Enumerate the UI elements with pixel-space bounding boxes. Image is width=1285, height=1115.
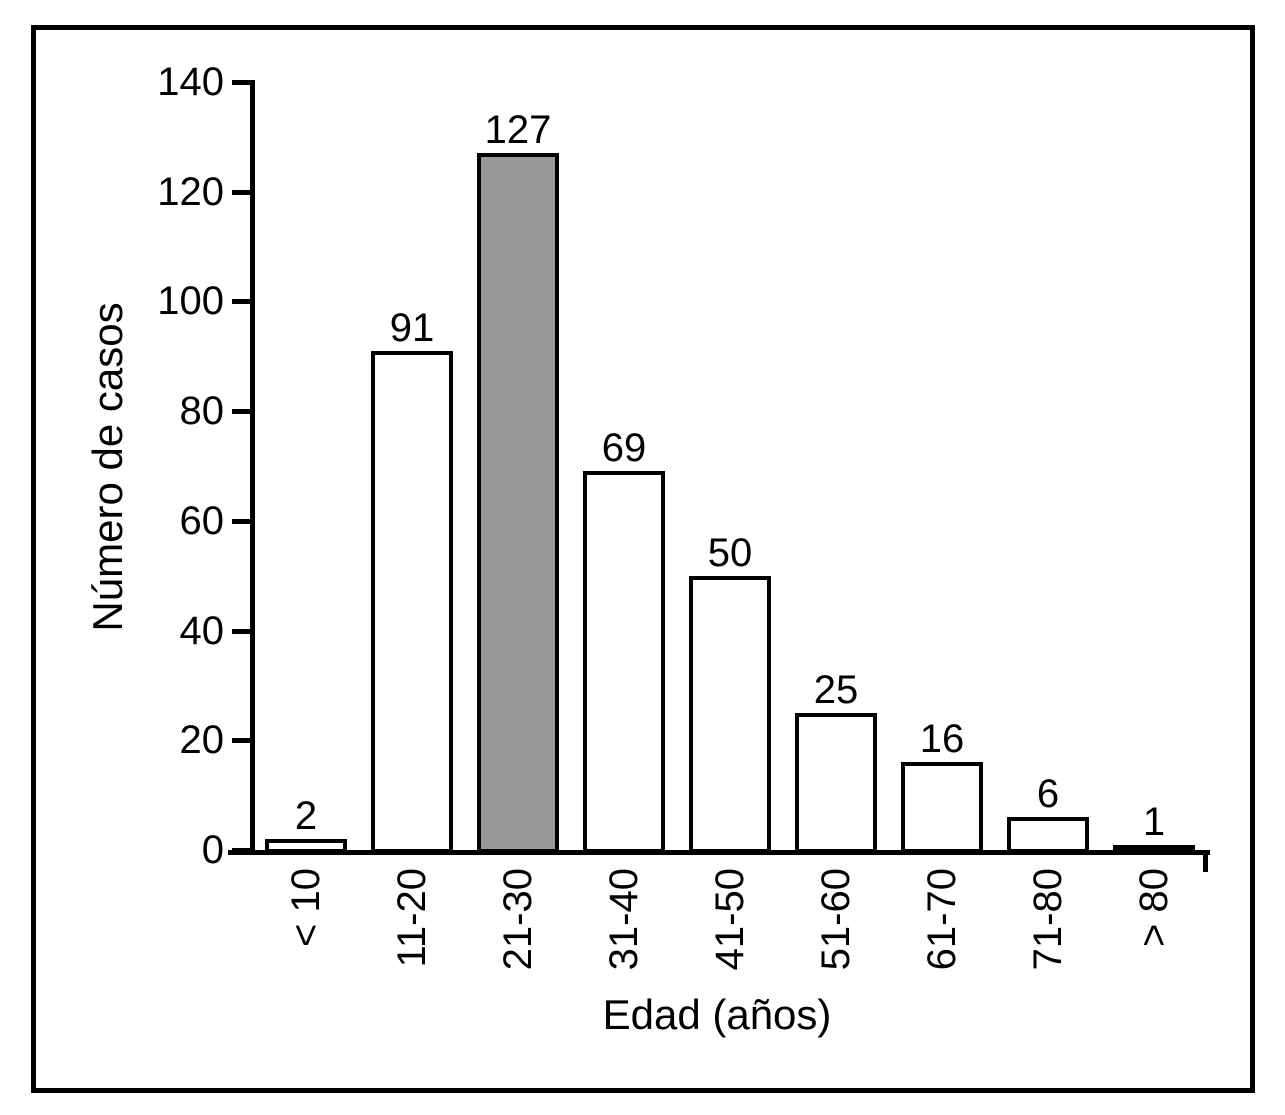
y-tick-mark bbox=[232, 299, 250, 304]
y-tick-label: 100 bbox=[157, 279, 224, 323]
bar-< 10 bbox=[265, 839, 347, 853]
y-tick-label: 0 bbox=[201, 828, 224, 872]
bar-value-label: 2 bbox=[294, 794, 318, 838]
bar-value-label: 6 bbox=[1036, 772, 1060, 816]
x-tick-label-text: 71-80 bbox=[1026, 868, 1070, 971]
x-axis-title: Edad (años) bbox=[602, 991, 832, 1038]
x-tick-label-text: 21-30 bbox=[496, 868, 540, 971]
y-tick-mark bbox=[232, 738, 250, 743]
y-tick-label: 80 bbox=[179, 389, 225, 433]
y-tick-mark bbox=[232, 190, 250, 195]
x-tick-label-text: < 10 bbox=[284, 868, 328, 947]
bar-value-label: 1 bbox=[1142, 800, 1166, 844]
bar-21-30 bbox=[477, 153, 559, 853]
x-tick-label-text: 11-20 bbox=[390, 868, 434, 968]
x-axis-end-tick bbox=[1203, 850, 1208, 872]
y-axis-title-text: Número de casos bbox=[84, 302, 131, 632]
bar-value-label: 50 bbox=[707, 531, 753, 575]
bar-41-50 bbox=[689, 576, 771, 853]
y-tick-label: 20 bbox=[179, 718, 225, 762]
figure-border bbox=[31, 25, 1255, 1093]
y-tick-label: 120 bbox=[157, 170, 224, 214]
bar-51-60 bbox=[795, 713, 877, 853]
x-tick-label-text: 51-60 bbox=[814, 868, 858, 971]
y-tick-label: 40 bbox=[179, 609, 225, 653]
y-tick-mark bbox=[232, 629, 250, 634]
x-tick-label-text: 41-50 bbox=[708, 868, 752, 971]
y-tick-mark bbox=[232, 409, 250, 414]
y-tick-mark bbox=[232, 848, 250, 853]
bar-value-label: 91 bbox=[389, 306, 435, 350]
bar-value-label: 127 bbox=[484, 108, 552, 152]
y-tick-mark bbox=[232, 80, 250, 85]
y-tick-mark bbox=[232, 519, 250, 524]
bar-> 80 bbox=[1113, 845, 1195, 853]
bar-61-70 bbox=[901, 762, 983, 853]
y-tick-label: 140 bbox=[157, 60, 224, 104]
y-axis-line bbox=[250, 80, 255, 855]
bar-11-20 bbox=[371, 351, 453, 853]
x-tick-label-text: 61-70 bbox=[920, 868, 964, 971]
bar-value-label: 25 bbox=[813, 668, 859, 712]
bar-value-label: 16 bbox=[919, 717, 965, 761]
bar-71-80 bbox=[1007, 817, 1089, 853]
y-tick-label: 60 bbox=[179, 499, 225, 543]
x-tick-label-text: 31-40 bbox=[602, 868, 646, 971]
bar-value-label: 69 bbox=[601, 426, 647, 470]
bar-31-40 bbox=[583, 471, 665, 853]
x-tick-label-text: > 80 bbox=[1132, 868, 1176, 947]
